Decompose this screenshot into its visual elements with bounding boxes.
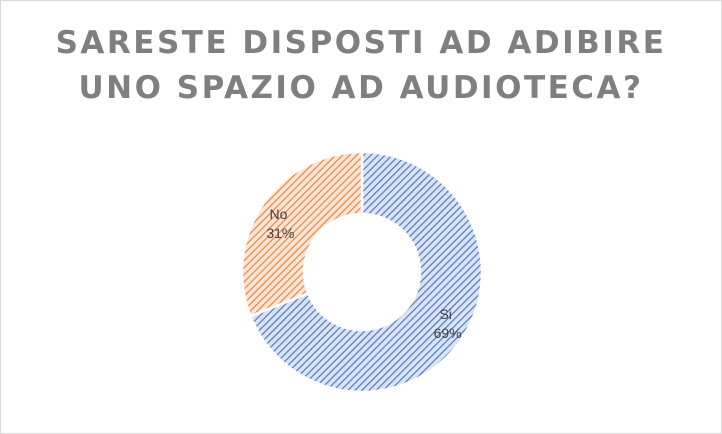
chart-title-line-2: UNO SPAZIO AD AUDIOTECA? <box>78 70 644 106</box>
chart-title-line-1: SARESTE DISPOSTI AD ADIBIRE <box>55 25 667 61</box>
data-label-si-name: Si <box>439 306 451 322</box>
slice-si <box>248 150 484 394</box>
data-label-no-value: 31% <box>266 225 294 241</box>
slice-no <box>240 150 364 318</box>
data-label-no: No 31% <box>266 206 294 241</box>
data-label-si: Si 69% <box>434 306 462 341</box>
data-label-si-value: 69% <box>434 325 462 341</box>
data-label-no-name: No <box>269 206 287 222</box>
chart-title: SARESTE DISPOSTI AD ADIBIRE UNO SPAZIO A… <box>1 21 721 111</box>
